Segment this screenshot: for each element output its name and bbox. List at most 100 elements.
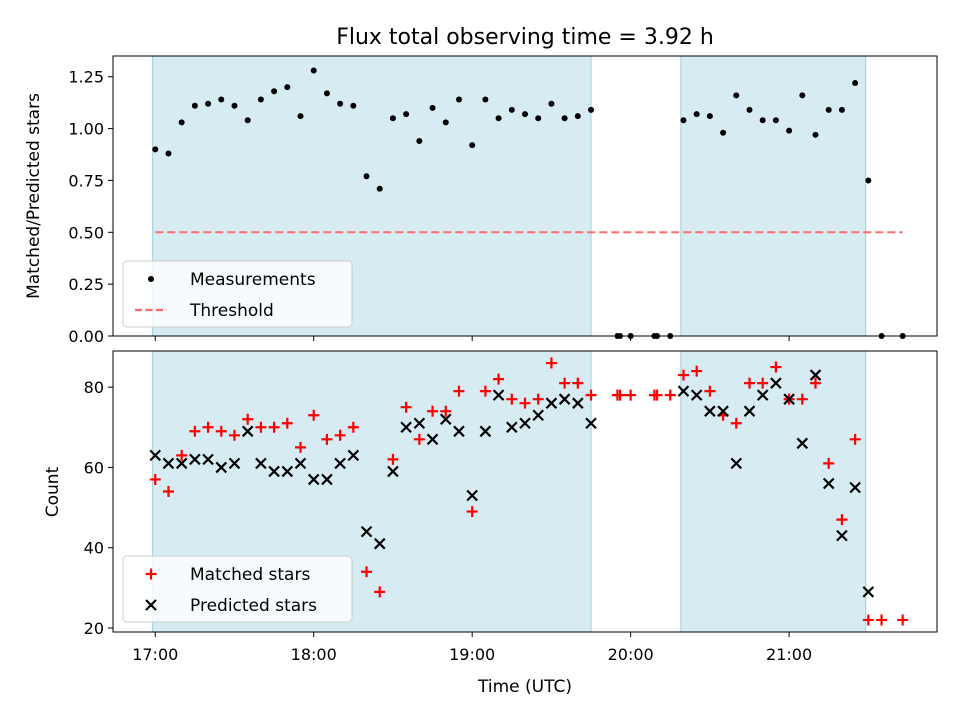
- predicted-stars-point-shape: [743, 405, 756, 417]
- matched-stars-point: [347, 421, 359, 433]
- predicted-stars-point: [717, 405, 729, 417]
- predicted-stars-point-shape: [466, 489, 478, 502]
- predicted-stars-point-shape: [215, 461, 228, 474]
- predicted-stars-point: [321, 473, 333, 486]
- predicted-stars-point-shape: [836, 529, 848, 542]
- matched-stars-point-shape: [559, 377, 571, 389]
- matched-stars-point: [757, 377, 769, 389]
- matched-stars-point-shape: [453, 385, 465, 397]
- measurements-point-shape: [416, 138, 423, 145]
- measurements-point: [205, 100, 212, 107]
- measurements-point-shape: [693, 111, 700, 118]
- matched-stars-point-shape: [664, 389, 676, 401]
- predicted-stars-point: [202, 453, 214, 466]
- count-panel-legend-marker: [145, 599, 157, 611]
- matched-stars-point-shape: [585, 389, 597, 401]
- matched-stars-point-shape: [242, 413, 254, 425]
- matched-stars-point: [479, 385, 491, 397]
- predicted-stars-point: [334, 457, 346, 470]
- predicted-stars-point: [268, 465, 280, 478]
- matched-stars-point: [532, 393, 544, 405]
- predicted-stars-point-shape: [783, 393, 795, 405]
- matched-stars-point: [836, 514, 848, 526]
- matched-stars-point: [427, 405, 439, 417]
- matched-stars-point-shape: [295, 441, 307, 453]
- measurements-point: [231, 102, 238, 109]
- count-panel-y-tick-label: 20: [84, 619, 104, 638]
- measurements-point-shape: [297, 113, 304, 120]
- matched-stars-point: [770, 361, 782, 373]
- predicted-stars-point-shape: [228, 457, 241, 470]
- predicted-stars-point-shape: [585, 417, 597, 430]
- predicted-stars-point: [162, 457, 175, 470]
- measurements-point-shape: [522, 111, 528, 118]
- measurements-point-shape: [495, 115, 502, 122]
- matched-stars-point-shape: [810, 377, 822, 389]
- measurements-point: [495, 115, 502, 122]
- ratio-panel-legend: Measurements Threshold: [122, 260, 353, 328]
- measurements-point: [548, 100, 555, 107]
- matched-stars-point: [215, 425, 227, 437]
- matched-stars-point: [242, 413, 254, 425]
- matched-stars-point: [440, 405, 452, 417]
- measurements-point: [746, 106, 753, 113]
- predicted-stars-point: [545, 397, 558, 409]
- predicted-stars-point: [506, 421, 518, 434]
- matched-stars-point: [677, 369, 689, 381]
- measurements-point-shape: [838, 106, 845, 113]
- ratio-panel-legend-marker: [148, 276, 154, 282]
- predicted-stars-point: [783, 393, 795, 405]
- count-panel-legend: Matched stars Predicted stars: [122, 555, 353, 623]
- count-panel-y-tick-label: 60: [84, 458, 104, 477]
- measurements-point-shape: [350, 102, 357, 109]
- predicted-stars-point: [756, 389, 769, 401]
- measurements-point-shape: [323, 90, 330, 97]
- ratio-panel-legend-box: [122, 260, 353, 328]
- matched-stars-point-shape: [255, 421, 267, 433]
- count-panel-y-tick-label: 40: [84, 539, 104, 558]
- matched-stars-point-shape: [281, 417, 293, 429]
- count-panel-legend-marker-shape: [145, 599, 157, 611]
- measurements-point-shape: [337, 100, 344, 107]
- matched-stars-point: [810, 377, 822, 389]
- predicted-stars-point-shape: [796, 437, 809, 450]
- predicted-stars-point: [149, 449, 162, 462]
- x-tick-2000-label: 20:00: [608, 645, 654, 664]
- measurements-point: [178, 119, 185, 126]
- predicted-stars-point-shape: [756, 389, 769, 401]
- predicted-stars-point: [730, 457, 743, 470]
- measurements-point-shape: [389, 115, 396, 122]
- predicted-stars-point-shape: [347, 449, 360, 462]
- measurements-point-shape: [310, 67, 317, 74]
- measurements-point: [588, 106, 595, 113]
- predicted-stars-point: [572, 397, 584, 409]
- matched-stars-point-shape: [440, 405, 452, 417]
- count-panel-observing-interval-2: [680, 350, 867, 633]
- matched-stars-point-shape: [757, 377, 769, 389]
- measurements-point: [244, 117, 251, 124]
- ratio-panel-frame: [112, 55, 938, 337]
- matched-stars-point: [625, 389, 637, 401]
- matched-stars-point: [149, 473, 161, 485]
- matched-stars-point-shape: [506, 393, 518, 405]
- measurements-point: [310, 67, 317, 74]
- ratio-panel-legend-marker-shape: [148, 276, 154, 282]
- measurements-point-shape: [720, 129, 727, 136]
- measurements-point-shape: [191, 102, 198, 109]
- measurements-point: [852, 79, 859, 86]
- predicted-stars-point: [400, 421, 412, 434]
- measurements-point-shape: [363, 173, 370, 180]
- matched-stars-point-shape: [545, 357, 557, 369]
- matched-stars-point-shape: [215, 425, 227, 437]
- predicted-stars-point: [809, 369, 822, 381]
- matched-stars-point-shape: [361, 566, 373, 578]
- predicted-stars-point: [228, 457, 241, 470]
- measurements-point: [561, 115, 568, 122]
- matched-stars-point-shape: [347, 421, 359, 433]
- predicted-stars-point: [519, 417, 531, 430]
- predicted-stars-point: [466, 489, 478, 502]
- matched-stars-point-shape: [677, 369, 689, 381]
- measurements-point-shape: [759, 117, 766, 124]
- x-tick-1800-label: 18:00: [291, 645, 337, 664]
- matched-stars-point-shape: [413, 433, 425, 445]
